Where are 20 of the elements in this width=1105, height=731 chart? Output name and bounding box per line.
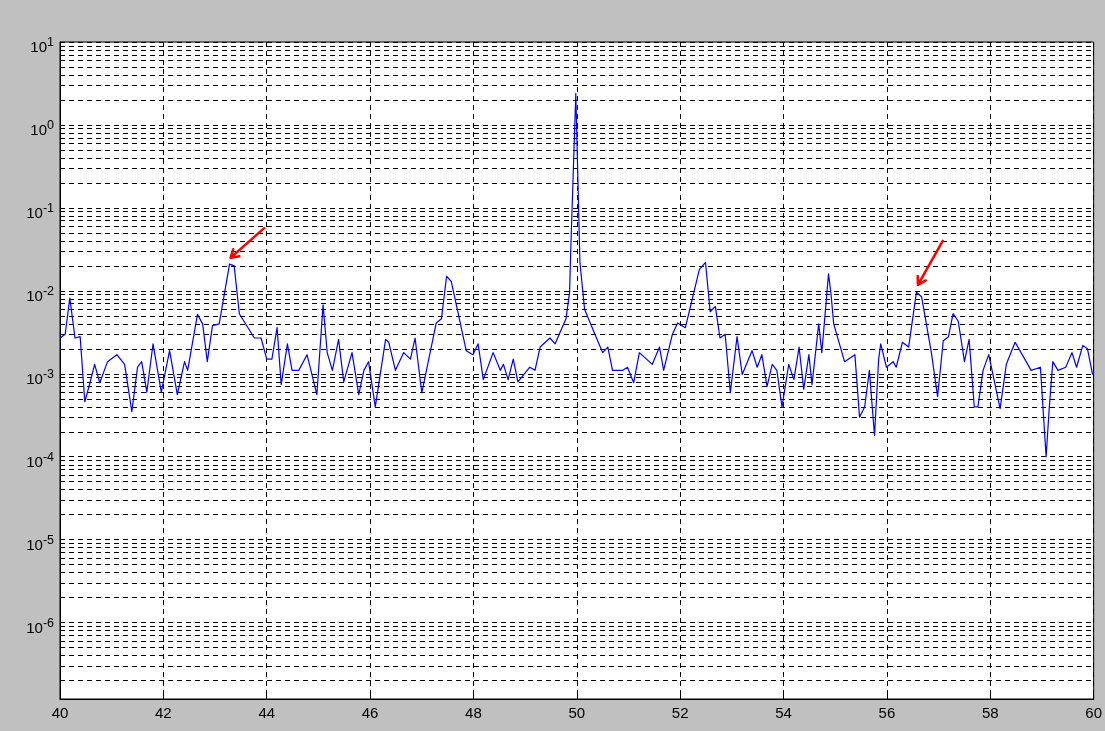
y-tick-label: 10$^{-6}$ — [26, 614, 54, 637]
y-tick-label: 10$^{-3}$ — [26, 365, 54, 388]
y-tick-label: 10$^{-2}$ — [26, 282, 54, 305]
x-tick-label: 58 — [981, 704, 999, 721]
x-tick-label: 42 — [155, 704, 172, 721]
x-tick-label: 46 — [361, 704, 379, 721]
x-tick-label: 60 — [1085, 704, 1102, 721]
x-tick-label: 48 — [465, 704, 482, 721]
y-tick-label: 10$^{-1}$ — [26, 199, 54, 222]
x-tick-label: 56 — [878, 704, 896, 721]
x-tick-label: 54 — [775, 704, 792, 721]
x-tick-label: 50 — [568, 704, 586, 721]
x-tick-label: 40 — [51, 704, 69, 721]
y-tick-label: 10$^{1}$ — [30, 34, 54, 56]
y-tick-label: 10$^{-4}$ — [26, 448, 54, 471]
y-tick-label: 10$^{-5}$ — [26, 531, 54, 554]
x-tick-label: 44 — [258, 704, 276, 721]
line-series — [59, 92, 1094, 458]
y-tick-label: 10$^{0}$ — [30, 116, 54, 139]
x-tick-label: 52 — [671, 704, 689, 721]
